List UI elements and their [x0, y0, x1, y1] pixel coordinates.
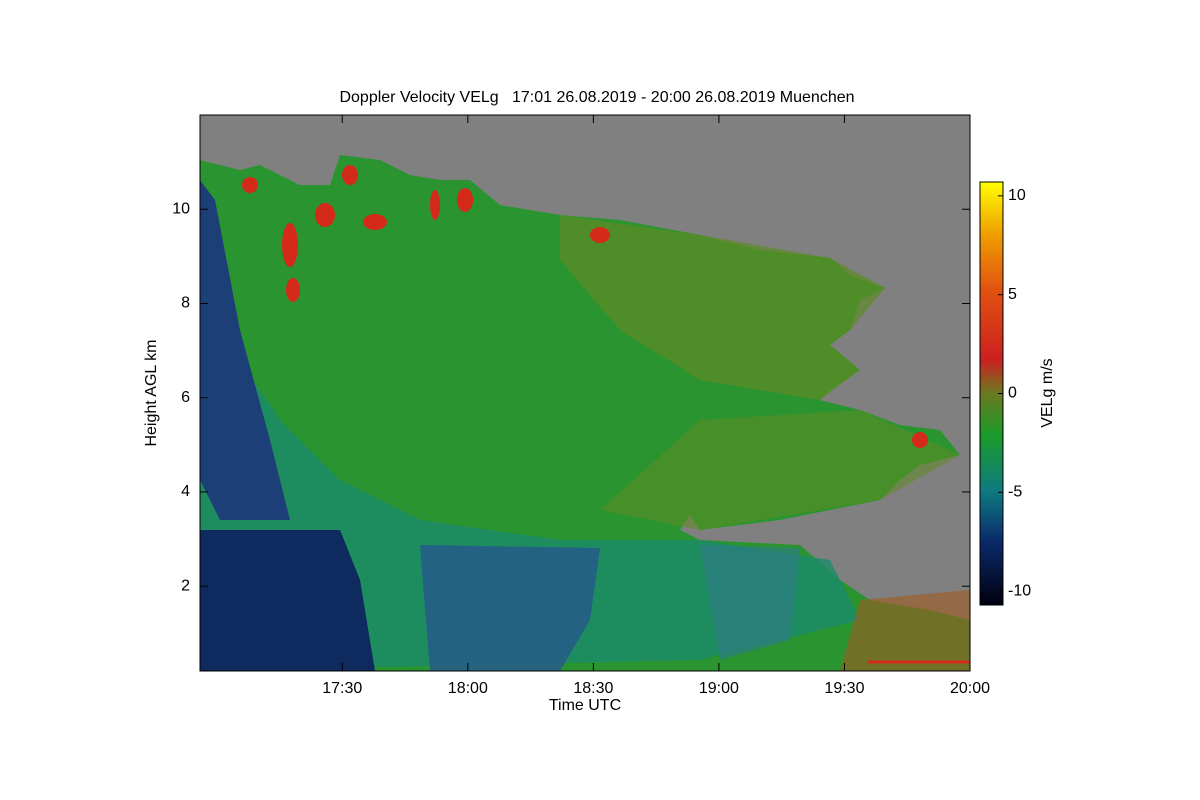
y-tick-label: 6: [181, 389, 190, 406]
clutter: [840, 590, 970, 671]
lower-drift: [600, 410, 960, 530]
velocity-field: [200, 115, 970, 671]
y-tick-label: 10: [172, 200, 190, 217]
downdraft-left: [200, 180, 290, 520]
y-tick-label: 2: [181, 577, 190, 594]
chart-title: Doppler Velocity VELg 17:01 26.08.2019 -…: [339, 89, 854, 106]
y-axis-label: Height AGL km: [143, 339, 160, 446]
x-tick-label: 17:30: [322, 680, 362, 697]
colorbar-tick-label: 5: [1008, 286, 1017, 303]
x-axis-label: Time UTC: [549, 697, 621, 714]
colorbar-label: VELg m/s: [1039, 358, 1056, 427]
x-tick-label: 18:00: [448, 680, 488, 697]
plot-frame: [199, 114, 971, 672]
downdraft-low: [200, 530, 375, 671]
y-tick-label: 4: [181, 483, 190, 500]
upper-drift: [560, 215, 885, 400]
downdraft-right: [700, 545, 800, 660]
colorbar-tick-label: 10: [1008, 187, 1026, 204]
colorbar-tick-label: -10: [1008, 582, 1031, 599]
colorbar-tick-label: 0: [1008, 385, 1017, 402]
updraft-cells: [242, 165, 928, 448]
x-tick-label: 18:30: [573, 680, 613, 697]
y-tick-label: 8: [181, 295, 190, 312]
x-tick-label: 19:30: [824, 680, 864, 697]
teal-zone: [200, 300, 860, 671]
downdraft-columns: [420, 545, 600, 671]
x-tick-label: 19:00: [699, 680, 739, 697]
x-tick-label: 20:00: [950, 680, 990, 697]
colorbar-tick-label: -5: [1008, 484, 1022, 501]
